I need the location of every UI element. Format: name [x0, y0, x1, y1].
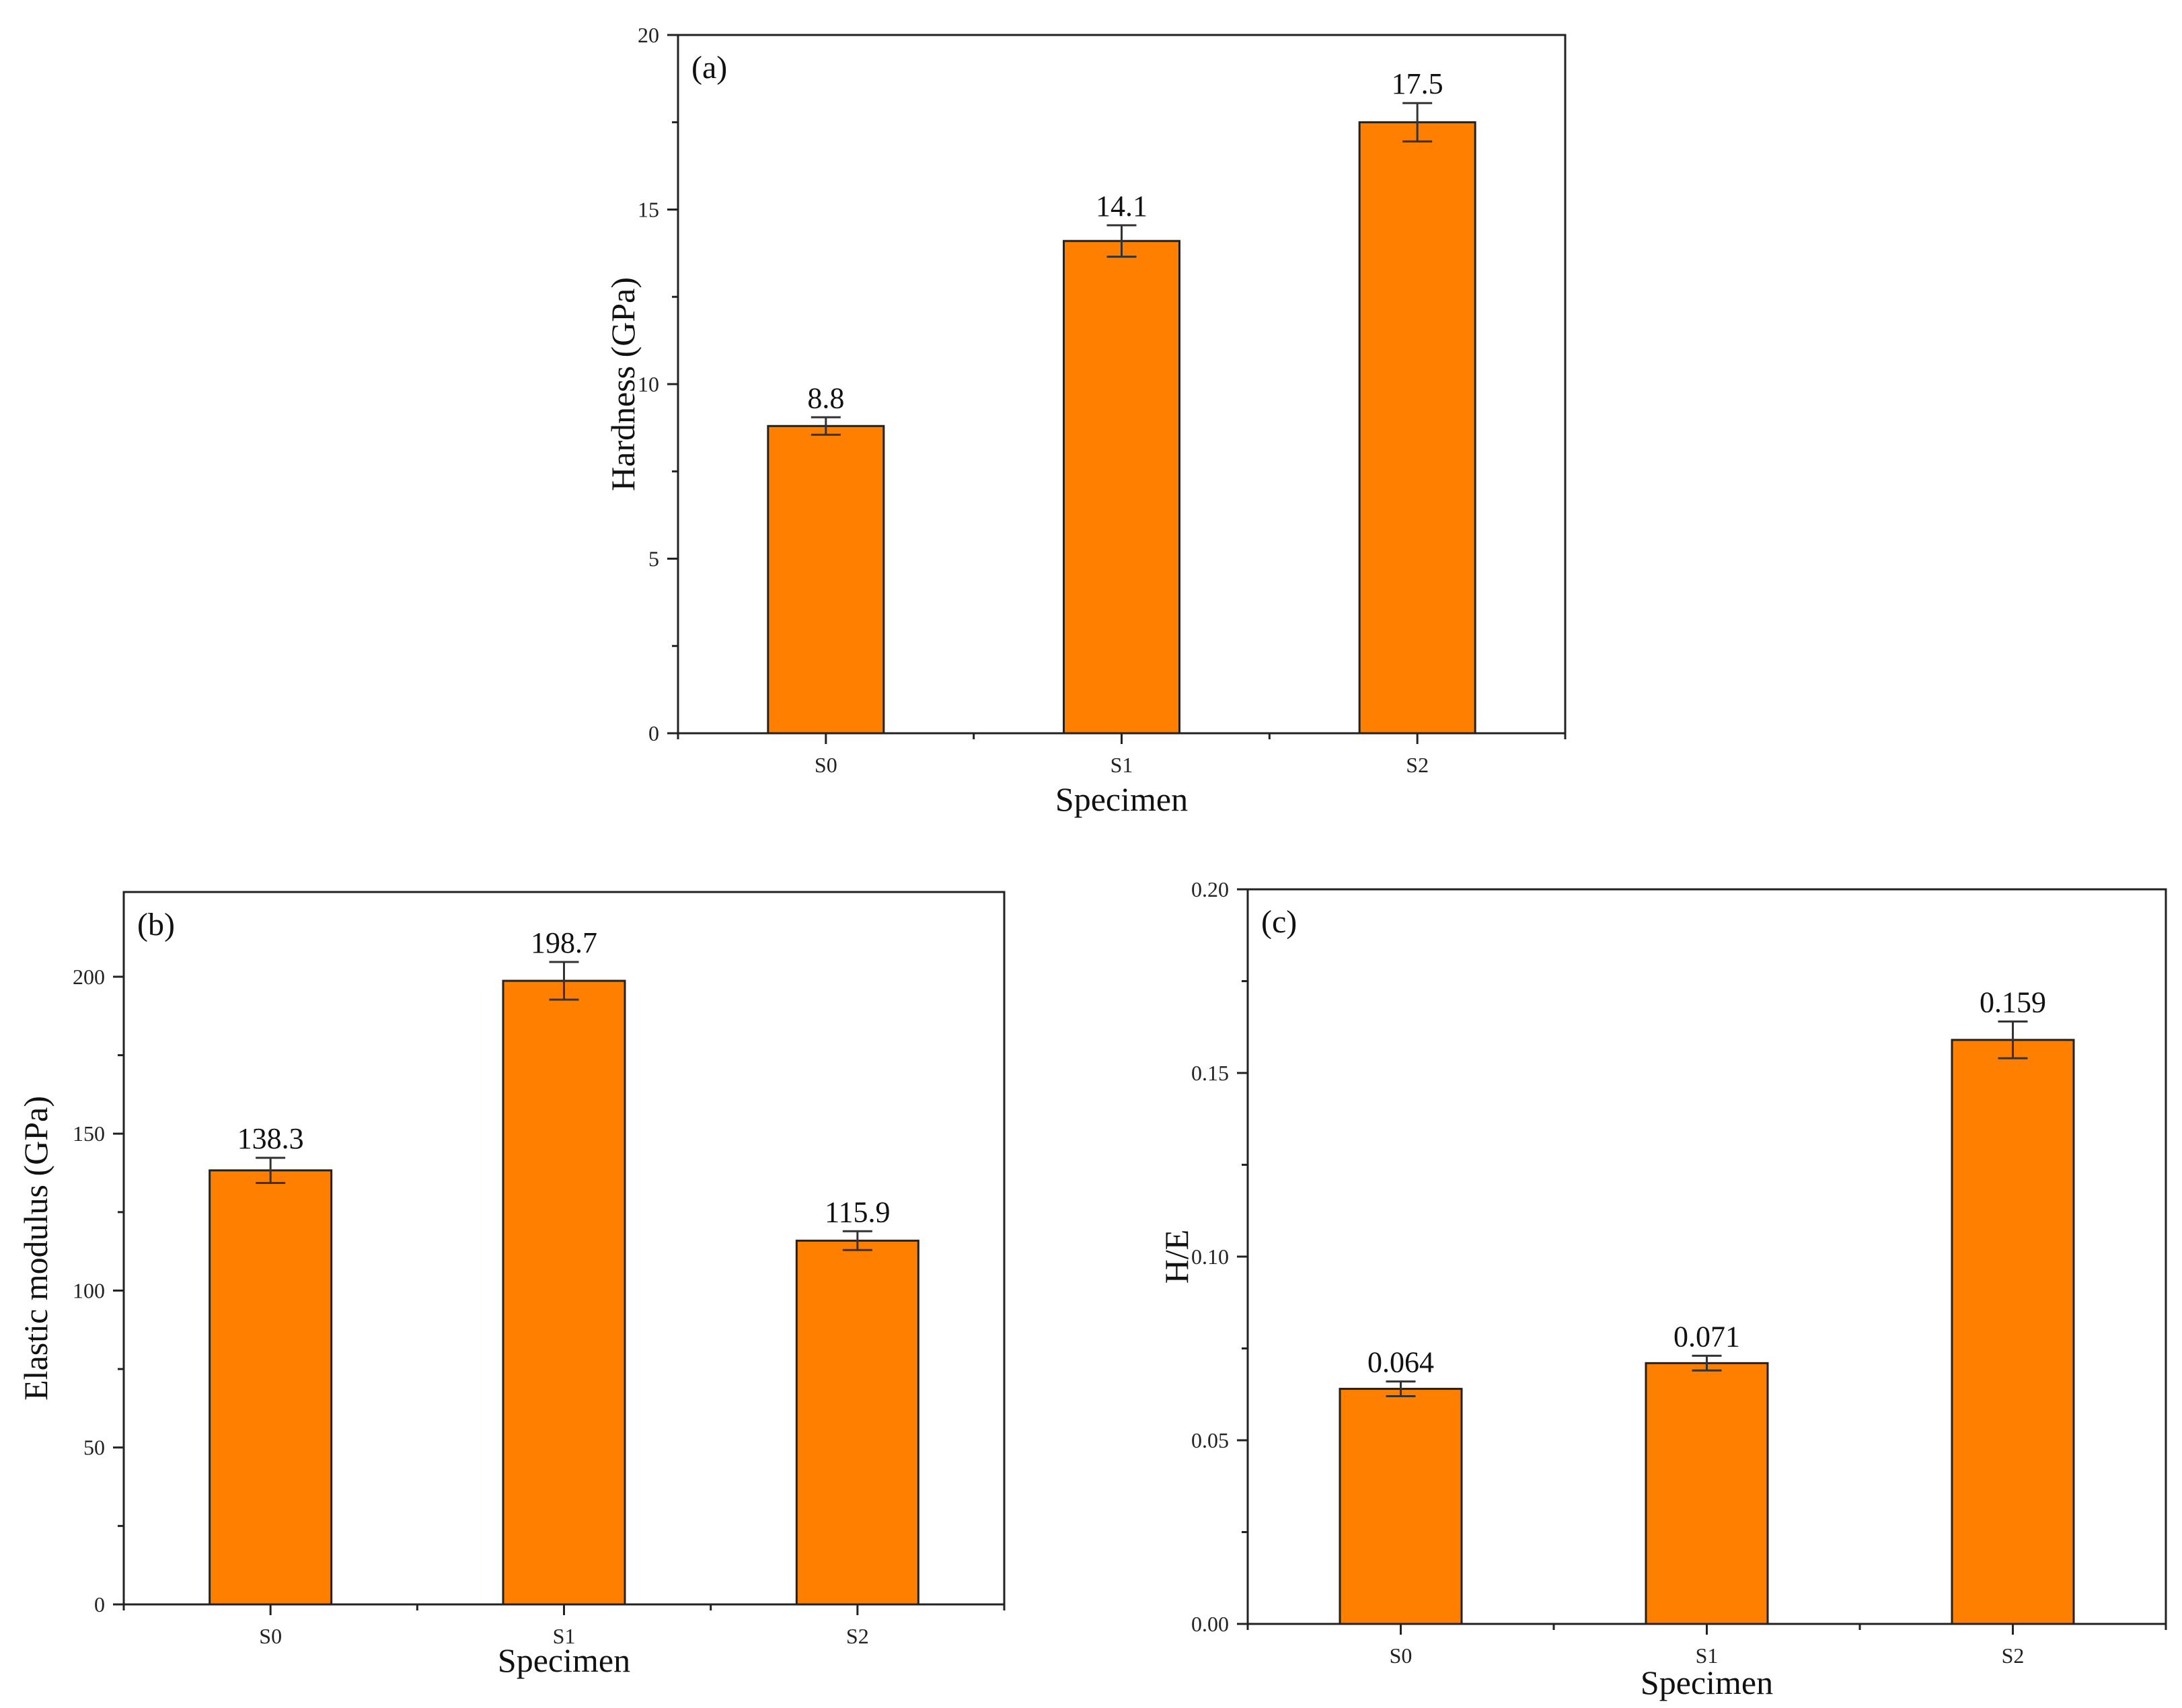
y-axis-label: Elastic modulus (GPa)	[17, 1096, 54, 1401]
y-tick-label: 0.00	[1191, 1612, 1229, 1636]
panel-label: (b)	[137, 907, 175, 942]
x-axis-label: Specimen	[1055, 780, 1188, 818]
bar-s0	[767, 424, 885, 735]
bar-s1	[1063, 239, 1180, 735]
data-label-s0: 8.8	[807, 381, 844, 414]
y-tick-label: 50	[83, 1436, 105, 1460]
data-label-s2: 0.159	[1980, 986, 2046, 1019]
panel-label: (a)	[691, 50, 727, 85]
bar-s1	[1645, 1362, 1769, 1625]
y-tick-label: 15	[638, 198, 659, 222]
y-tick-label: 200	[73, 965, 105, 989]
panel-label: (c)	[1261, 904, 1297, 940]
x-tick-label-s0: S0	[259, 1624, 282, 1648]
y-tick-label: 10	[638, 372, 659, 396]
data-label-s2: 17.5	[1392, 67, 1443, 100]
bar-s1	[502, 979, 626, 1606]
chart-panel-1: 0 50 100 150 200 138.3 S0 198.7 S1 115.9 S2 (b) Spec…	[17, 891, 1006, 1679]
x-tick-label-s2: S2	[1406, 753, 1429, 777]
y-tick-label: 0.15	[1191, 1061, 1229, 1085]
y-tick-label: 0.10	[1191, 1245, 1229, 1269]
bar-s0	[1339, 1388, 1463, 1625]
y-tick-label: 100	[73, 1278, 105, 1302]
x-axis-label: Specimen	[1641, 1664, 1773, 1701]
bar-s2	[795, 1239, 919, 1606]
chart-panel-0: 0 5 10 15 20 8.8 S0 14.1 S1 17.5 S2 (a) Specimen Hard…	[604, 23, 1567, 818]
x-axis-label: Specimen	[498, 1641, 630, 1679]
y-tick-label: 150	[73, 1121, 105, 1146]
data-label-s1: 14.1	[1096, 190, 1148, 223]
y-tick-label: 0.20	[1191, 877, 1229, 901]
y-tick-label: 0.05	[1191, 1428, 1229, 1452]
y-tick-label: 0	[648, 721, 659, 745]
x-tick-label-s1: S1	[553, 1624, 576, 1648]
bar-s0	[209, 1169, 333, 1606]
x-tick-label-s0: S0	[1390, 1643, 1413, 1668]
data-label-s1: 198.7	[531, 926, 597, 959]
data-label-s0: 0.064	[1367, 1346, 1434, 1379]
chart-panel-2: 0.00 0.05 0.10 0.15 0.20 0.064 S0 0.071 S1 0.159 S…	[1158, 877, 2167, 1701]
y-axis-label: H/E	[1158, 1230, 1195, 1284]
data-label-s1: 0.071	[1673, 1320, 1740, 1353]
y-tick-label: 5	[648, 547, 659, 571]
x-tick-label-s0: S0	[815, 753, 837, 777]
bar-s2	[1358, 121, 1476, 735]
data-label-s0: 138.3	[237, 1122, 304, 1155]
x-tick-label-s2: S2	[846, 1624, 869, 1648]
x-tick-label-s2: S2	[2002, 1643, 2025, 1668]
y-axis-label: Hardness (GPa)	[604, 277, 642, 491]
y-tick-label: 0	[94, 1592, 105, 1617]
x-tick-label-s1: S1	[1696, 1643, 1719, 1668]
x-tick-label-s1: S1	[1111, 753, 1133, 777]
data-label-s2: 115.9	[825, 1195, 890, 1228]
y-tick-label: 20	[638, 23, 659, 47]
bar-s2	[1951, 1039, 2075, 1625]
